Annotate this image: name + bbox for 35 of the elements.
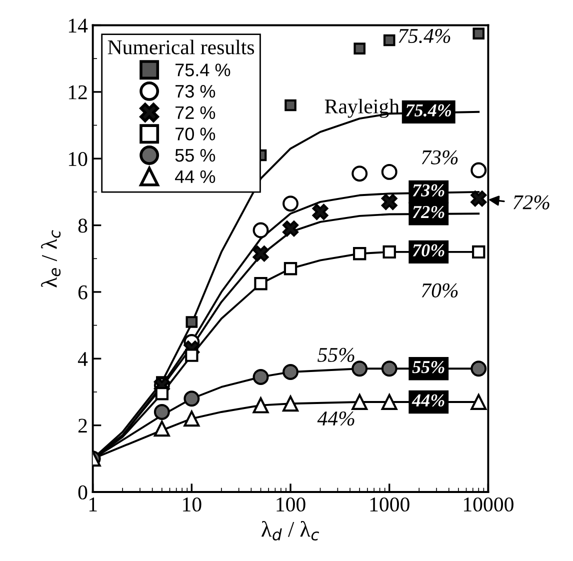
annotation: 75.4% [398,28,450,44]
series-label: 70% [412,244,444,257]
series-label: 75.4% [406,104,452,117]
legend-label: 55 % [175,149,216,162]
x-tick-label: 10 [183,497,202,512]
y-tick-label: 6 [78,285,88,300]
y-axis-title: λ$_{e}$ / λ$_{c}$ [41,230,61,288]
annotation: 44% [317,411,354,426]
x-tick-label: 1 [89,498,97,512]
annotation: 73% [422,150,458,164]
x-tick-label: 10000 [464,497,514,512]
x-tick-label: 100 [276,497,306,512]
series-label: 73% [412,184,444,197]
y-tick-label: 8 [78,218,88,233]
legend-label: 70 % [176,128,216,140]
y-tick-label: 10 [68,152,88,166]
legend-label: 72 % [176,106,216,119]
y-tick-label: 0 [78,485,88,500]
series-label: 44% [412,394,444,407]
series-label: 72% [412,206,444,218]
y-tick-label: 4 [78,352,88,366]
x-tick-label: 1000 [370,497,410,512]
series-label: 55% [412,360,444,374]
legend-label: 44 % [175,170,216,184]
legend-label: 73 % [176,84,216,98]
y-tick-label: 2 [78,418,87,433]
annotation: 55% [318,348,354,362]
legend-label: 75.4 % [176,64,230,76]
annotation: 70% [422,283,458,298]
annotation: 72% [514,195,550,210]
annotation: Rayleigh [324,98,400,118]
legend-title: Numerical results [108,40,254,54]
x-axis-title: λ$_{d}$ / λ$_{c}$ [262,520,320,540]
y-tick-label: 12 [68,85,87,100]
y-tick-label: 14 [68,18,88,32]
